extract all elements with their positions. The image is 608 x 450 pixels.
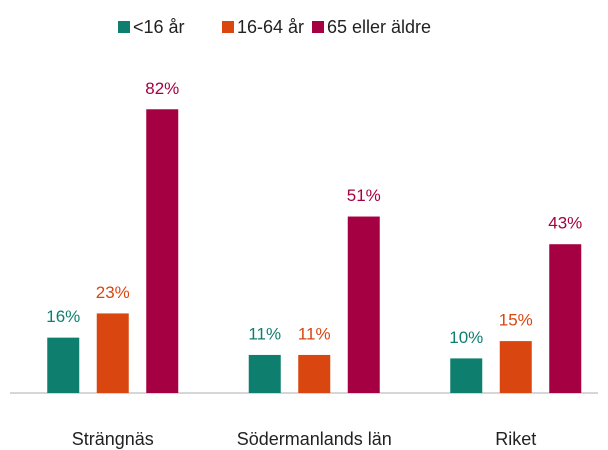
x-tick-label: Södermanlands län xyxy=(237,429,392,449)
bar xyxy=(499,341,532,393)
data-label: 15% xyxy=(499,311,533,330)
legend-label: 16-64 år xyxy=(237,17,304,37)
x-tick-label: Strängnäs xyxy=(72,429,154,449)
bar xyxy=(347,216,380,393)
data-label: 11% xyxy=(298,324,331,343)
data-label: 23% xyxy=(96,283,130,302)
bar xyxy=(248,354,281,393)
legend-swatch xyxy=(118,21,130,33)
data-label: 43% xyxy=(548,214,582,233)
legend-swatch xyxy=(222,21,234,33)
bar xyxy=(47,337,80,393)
bar xyxy=(146,109,179,393)
bar xyxy=(298,354,331,393)
data-label: 51% xyxy=(347,186,381,205)
legend-label: 65 eller äldre xyxy=(327,17,431,37)
data-label: 82% xyxy=(145,79,179,98)
bar xyxy=(96,313,129,393)
data-label: 11% xyxy=(248,324,281,343)
data-label: 10% xyxy=(449,328,483,347)
legend-label: <16 år xyxy=(133,17,185,37)
bar xyxy=(450,358,483,393)
bar xyxy=(549,244,582,393)
legend-swatch xyxy=(312,21,324,33)
x-tick-label: Riket xyxy=(495,429,536,449)
data-label: 16% xyxy=(46,307,80,326)
